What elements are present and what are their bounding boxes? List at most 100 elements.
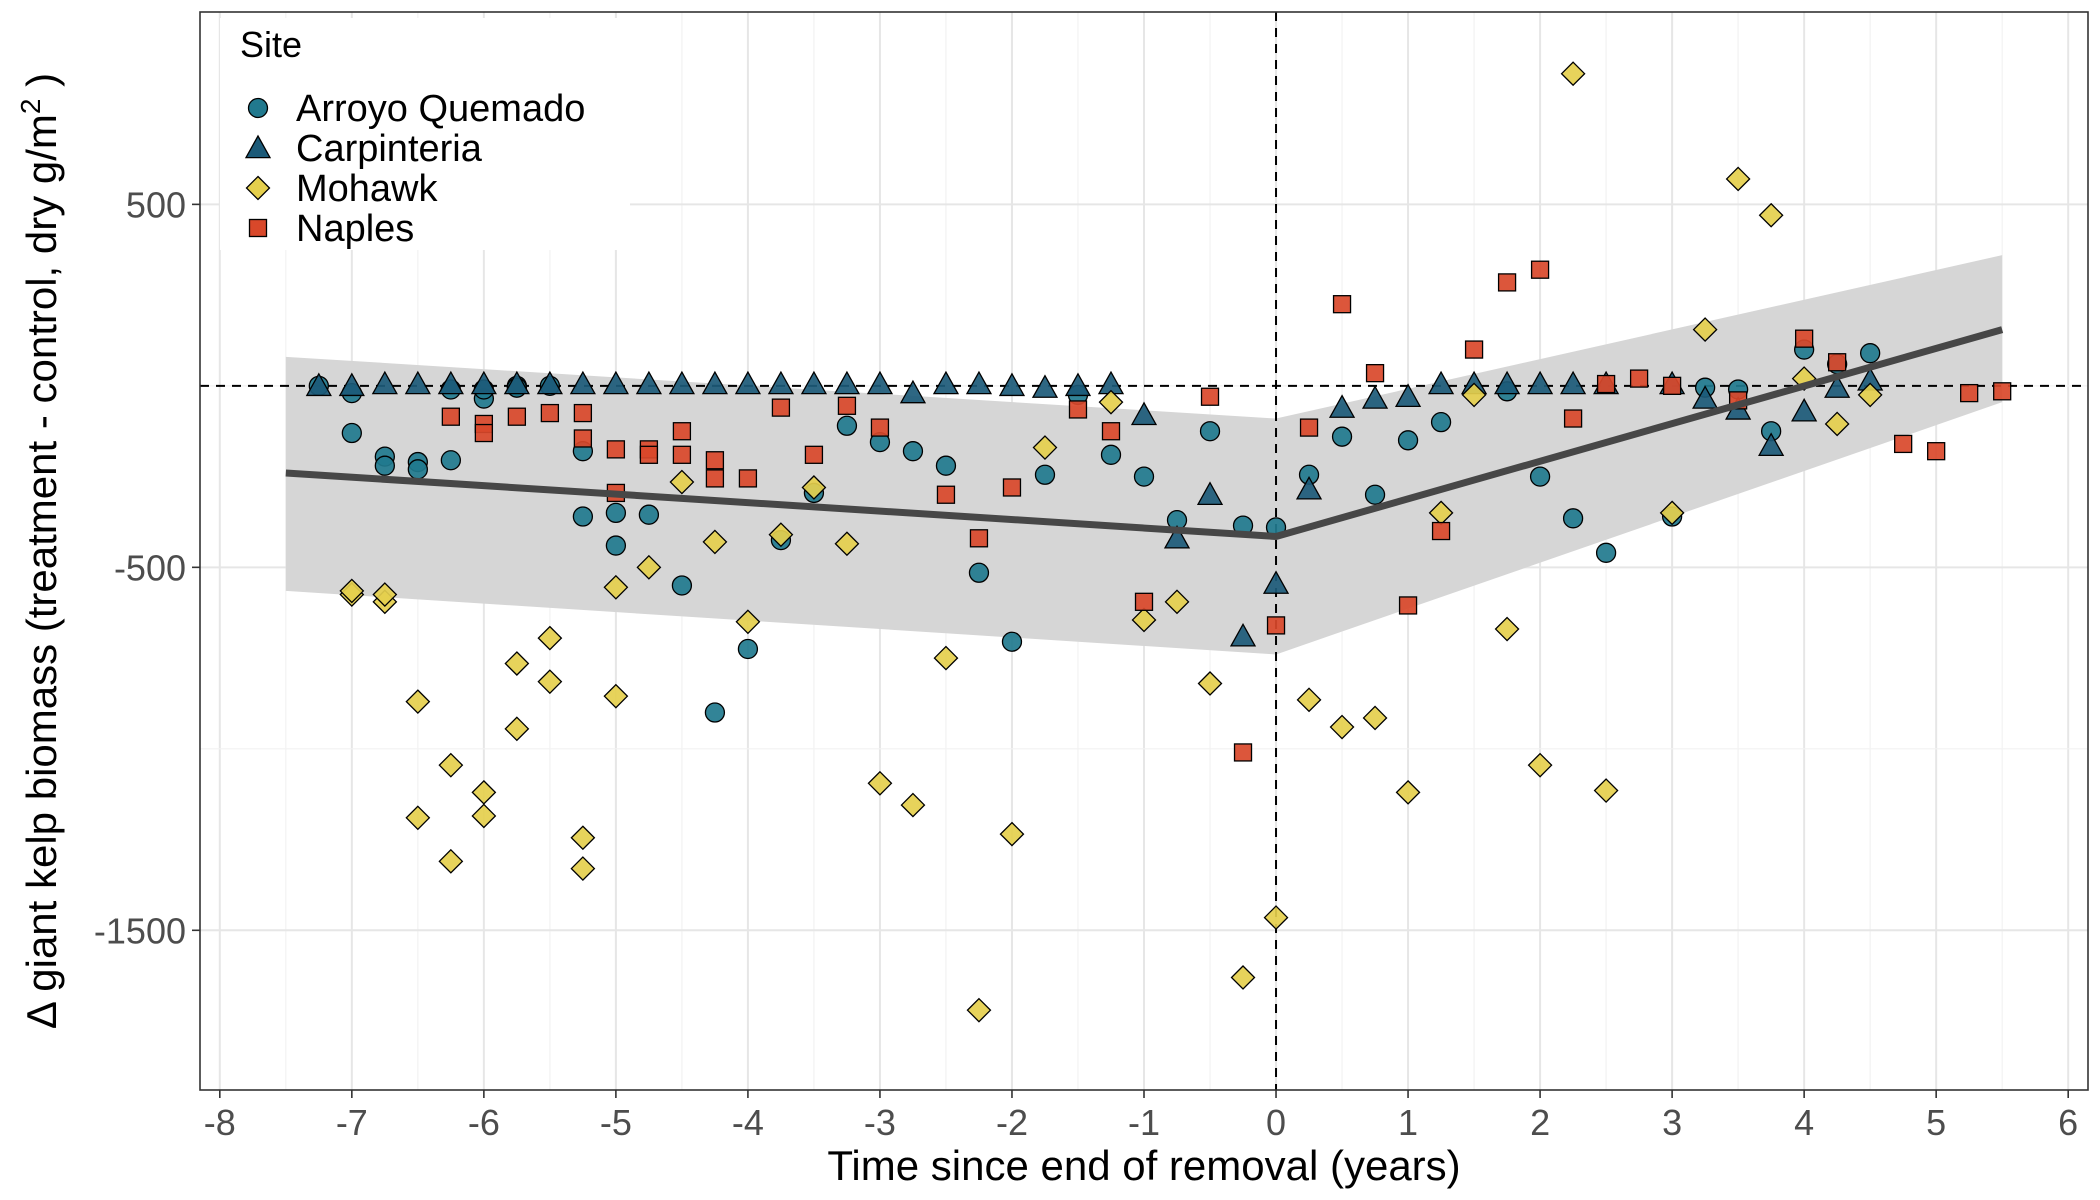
data-point-naples [1927, 442, 1946, 461]
data-point-naples [507, 407, 527, 426]
data-point-arroyo-quemado [1595, 542, 1617, 563]
data-point-arroyo-quemado [1133, 466, 1155, 487]
x-tick-label: 6 [2058, 1102, 2078, 1143]
data-point-carpinteria [1824, 374, 1851, 398]
data-point-carpinteria [1163, 524, 1191, 549]
data-point-naples [1101, 422, 1121, 441]
data-point-mohawk [372, 582, 398, 607]
legend-title: Site [240, 24, 302, 65]
data-point-naples [474, 423, 494, 443]
data-point-carpinteria [932, 370, 960, 395]
data-point-carpinteria [1692, 385, 1719, 409]
data-point-arroyo-quemado [902, 441, 924, 462]
data-point-arroyo-quemado [407, 459, 428, 480]
legend-label: Mohawk [296, 168, 438, 210]
legend-key-carpinteria [244, 134, 272, 159]
data-point-naples [1894, 434, 1913, 454]
data-point-mohawk [933, 645, 959, 671]
data-point-mohawk [834, 531, 860, 557]
data-point-arroyo-quemado [638, 504, 660, 525]
data-point-naples [1662, 376, 1682, 396]
data-point-carpinteria [1262, 570, 1290, 594]
data-point-mohawk [1593, 778, 1619, 803]
data-point-carpinteria [602, 370, 629, 395]
data-point-mohawk [1560, 61, 1586, 87]
data-point-naples [705, 451, 725, 470]
data-point-carpinteria [701, 370, 729, 395]
data-point-arroyo-quemado [374, 455, 395, 476]
data-point-mohawk [900, 792, 926, 818]
data-point-carpinteria [965, 370, 993, 395]
x-tick-label: -8 [204, 1102, 236, 1143]
fit-line [285, 326, 2004, 540]
data-point-carpinteria [866, 370, 894, 395]
data-point-mohawk [1725, 166, 1751, 192]
data-point-carpinteria [371, 370, 398, 395]
data-point-naples [1233, 743, 1253, 762]
data-point-naples [804, 445, 824, 464]
data-point-mohawk [801, 475, 827, 500]
data-point-mohawk [1197, 671, 1223, 696]
data-point-arroyo-quemado [341, 422, 362, 444]
x-tick-label: -5 [600, 1102, 632, 1143]
data-point-carpinteria [569, 370, 596, 395]
y-axis-title: Δ giant kelp biomass (treatment - contro… [15, 73, 65, 1029]
data-point-naples [1530, 260, 1550, 279]
data-point-arroyo-quemado [572, 506, 594, 527]
data-point-carpinteria [668, 370, 696, 395]
data-point-mohawk [1395, 779, 1421, 805]
data-point-mohawk [1758, 202, 1784, 228]
legend-key-naples [248, 218, 268, 238]
data-point-naples [573, 429, 593, 448]
data-point-mohawk [339, 578, 365, 604]
data-point-mohawk [1494, 616, 1520, 642]
data-point-carpinteria [1394, 383, 1422, 407]
data-point-carpinteria [1791, 397, 1818, 422]
data-point-arroyo-quemado [1397, 430, 1419, 451]
data-point-carpinteria [404, 370, 431, 395]
data-point-naples [1497, 273, 1517, 292]
data-point-naples [1134, 592, 1154, 611]
data-point-naples [1365, 363, 1385, 383]
data-points [305, 61, 2012, 1023]
data-point-mohawk [1329, 714, 1355, 740]
x-tick-label: 1 [1398, 1102, 1418, 1143]
data-point-naples [573, 403, 593, 423]
y-axis-title-close: ) [18, 73, 65, 99]
y-axis-title-main: Δ giant kelp biomass (treatment - contro… [18, 114, 65, 1029]
data-point-naples [738, 469, 758, 488]
data-point-carpinteria [833, 370, 861, 395]
data-point-naples [870, 418, 890, 437]
data-point-arroyo-quemado [1364, 484, 1386, 505]
data-point-carpinteria [536, 370, 563, 395]
data-point-mohawk [735, 609, 761, 635]
data-point-mohawk [438, 752, 464, 778]
data-point-naples [1629, 369, 1649, 388]
data-point-naples [969, 529, 989, 548]
data-point-arroyo-quemado [1199, 421, 1221, 442]
x-tick-label: -4 [732, 1102, 764, 1143]
data-point-mohawk [1098, 389, 1124, 415]
data-point-arroyo-quemado [605, 535, 627, 556]
data-point-carpinteria [1758, 432, 1785, 456]
confidence-band-layer [285, 255, 2003, 655]
data-point-mohawk [999, 821, 1025, 847]
data-point-naples [1068, 400, 1088, 419]
data-point-carpinteria [1229, 622, 1257, 647]
data-point-mohawk [1296, 687, 1322, 713]
data-point-arroyo-quemado [836, 415, 858, 436]
data-point-naples [1002, 478, 1022, 497]
data-point-naples [1299, 418, 1319, 437]
data-point-carpinteria [1559, 370, 1587, 395]
data-point-carpinteria [1031, 374, 1059, 398]
data-point-arroyo-quemado [968, 562, 990, 583]
data-point-mohawk [603, 574, 629, 600]
data-point-mohawk [966, 997, 992, 1023]
data-point-arroyo-quemado [1529, 466, 1551, 487]
legend-key-mohawk [245, 175, 271, 201]
data-point-arroyo-quemado [1860, 343, 1881, 364]
data-point-naples [540, 403, 560, 423]
fit-line-layer [285, 326, 2004, 540]
data-point-carpinteria [767, 370, 795, 395]
